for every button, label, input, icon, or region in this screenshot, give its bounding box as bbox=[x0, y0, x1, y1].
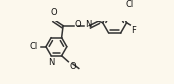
Text: N: N bbox=[85, 20, 91, 29]
Text: O: O bbox=[50, 8, 57, 17]
Text: O: O bbox=[70, 62, 76, 71]
Text: O: O bbox=[74, 20, 81, 29]
Text: Cl: Cl bbox=[29, 42, 38, 51]
Text: F: F bbox=[131, 26, 136, 35]
Text: Cl: Cl bbox=[125, 0, 133, 9]
Text: N: N bbox=[48, 58, 54, 67]
